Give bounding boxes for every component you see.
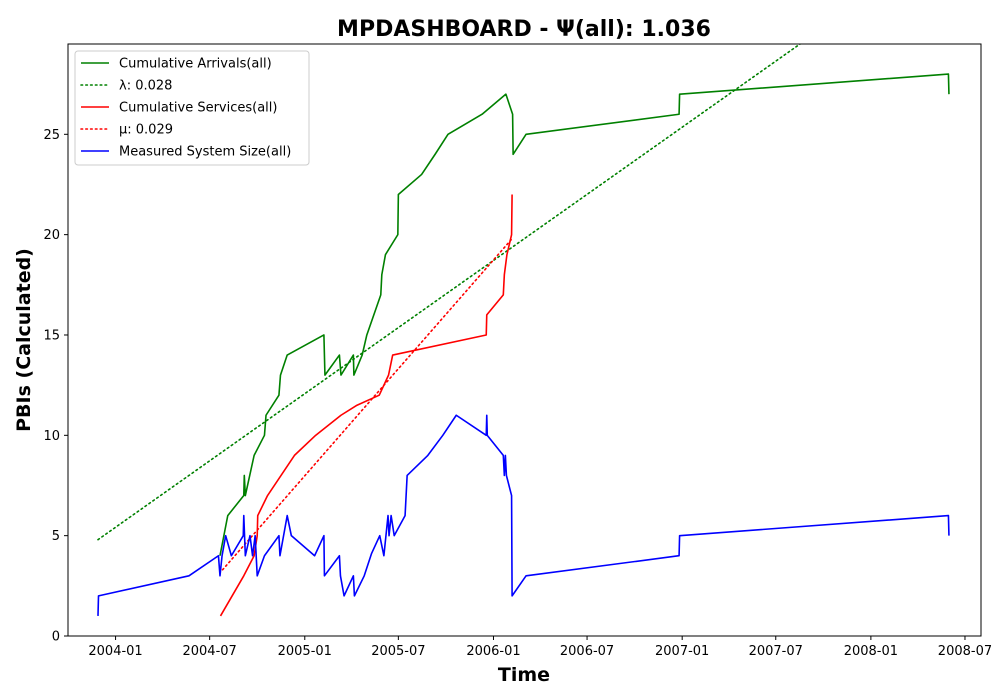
x-tick-label-5: 2006-07 bbox=[560, 644, 614, 659]
y-tick-label-2: 10 bbox=[43, 429, 60, 444]
x-axis-label: Time bbox=[498, 664, 550, 686]
x-tick-label-6: 2007-01 bbox=[655, 644, 709, 659]
x-tick-label-2: 2005-01 bbox=[278, 644, 332, 659]
y-tick-label-4: 20 bbox=[43, 228, 60, 243]
chart-title: MPDASHBOARD - Ψ(all): 1.036 bbox=[337, 17, 711, 42]
x-tick-label-7: 2007-07 bbox=[749, 644, 803, 659]
series-line-0 bbox=[219, 73, 950, 556]
series-layer bbox=[97, 44, 950, 617]
legend-label-3: μ: 0.029 bbox=[119, 123, 173, 138]
x-tick-label-3: 2005-07 bbox=[371, 644, 425, 659]
legend-box bbox=[74, 50, 310, 166]
x-tick-label-1: 2004-07 bbox=[182, 644, 236, 659]
series-line-2 bbox=[219, 194, 513, 617]
x-tick-label-8: 2008-01 bbox=[844, 644, 898, 659]
y-tick-label-1: 5 bbox=[52, 529, 60, 544]
legend-label-0: Cumulative Arrivals(all) bbox=[119, 57, 272, 72]
series-line-4 bbox=[97, 414, 950, 616]
series-line-3 bbox=[221, 237, 513, 571]
x-tick-label-4: 2006-01 bbox=[466, 644, 520, 659]
legend-label-4: Measured System Size(all) bbox=[119, 145, 291, 160]
y-axis-label: PBIs (Calculated) bbox=[13, 248, 35, 432]
series-line-1 bbox=[97, 44, 801, 541]
y-axis: 0 5 10 15 20 25 bbox=[43, 128, 68, 645]
x-axis: 2004-01 2004-07 2005-01 2005-07 2006-01 2006-… bbox=[88, 636, 992, 659]
y-tick-label-3: 15 bbox=[43, 328, 60, 343]
legend: Cumulative Arrivals(all) λ: 0.028 Cumulati… bbox=[74, 50, 310, 166]
legend-label-1: λ: 0.028 bbox=[119, 79, 172, 94]
legend-label-2: Cumulative Services(all) bbox=[119, 101, 277, 116]
x-tick-label-9: 2008-07 bbox=[938, 644, 992, 659]
x-tick-label-0: 2004-01 bbox=[88, 644, 142, 659]
plot-frame bbox=[67, 43, 982, 637]
y-tick-label-5: 25 bbox=[43, 128, 60, 143]
y-tick-label-0: 0 bbox=[52, 630, 60, 645]
